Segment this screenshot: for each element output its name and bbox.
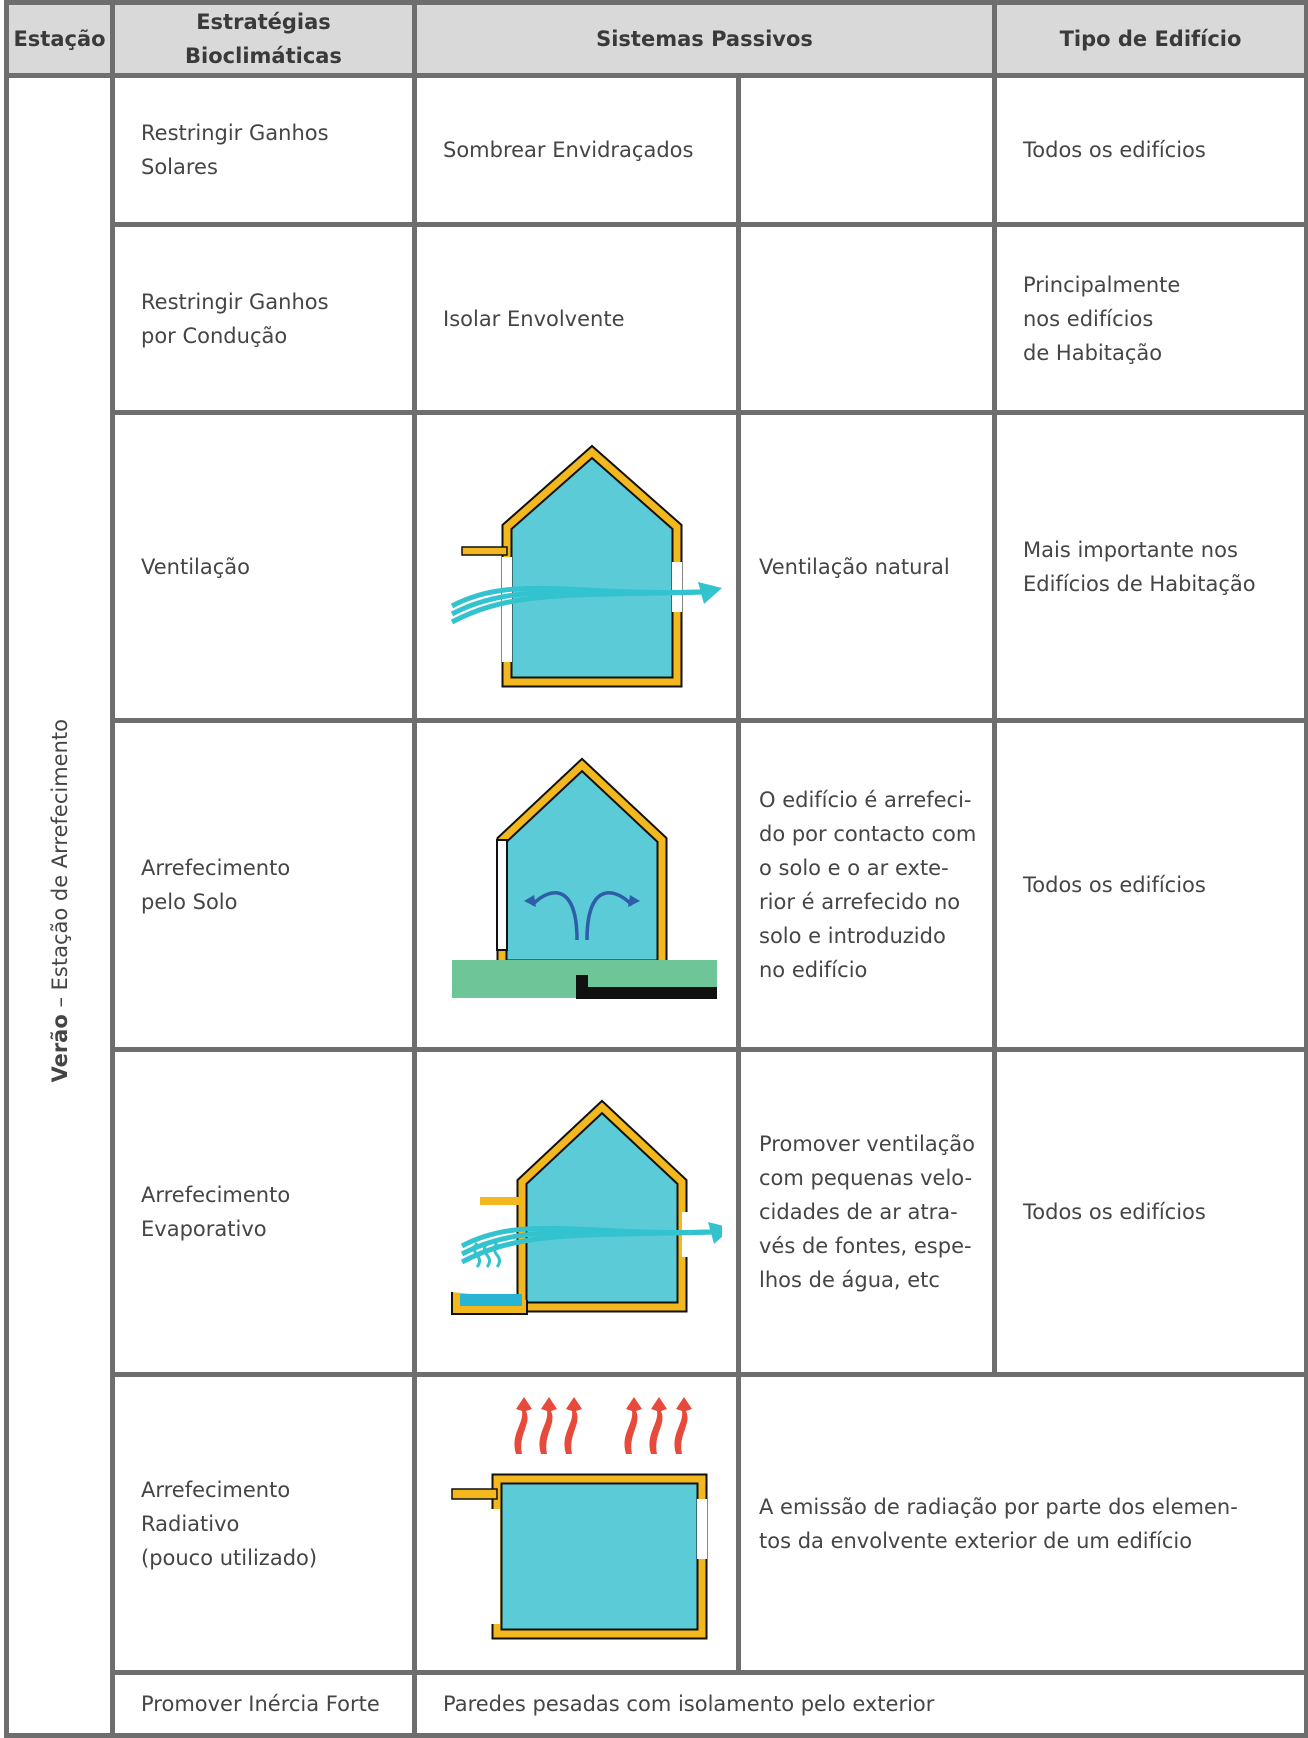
description-cell: Promover ventilação com pequenas velo-cid… [736, 1047, 997, 1377]
system-cell: Isolar Envolvente [412, 222, 741, 415]
text-line: solo e introduzido [759, 924, 946, 948]
description-cell: A emissão de radiação por parte dos elem… [736, 1372, 1308, 1675]
text-line: por Condução [141, 323, 288, 348]
strategy-cell: Restringir Ganhos Solares [110, 73, 417, 227]
table-row: Arrefecimento pelo Solo O edifício é arref… [7, 718, 1308, 1052]
text-line: Arrefecimento [141, 1477, 291, 1502]
text-line: de Habitação [1023, 340, 1163, 365]
building-type-cell: Mais importante nos Edifícios de Habitaçã… [992, 410, 1308, 723]
table-row: Restringir Ganhos por Condução Isolar Envo… [7, 222, 1308, 415]
table-row: Promover Inércia Forte Paredes pesadas co… [7, 1670, 1308, 1738]
building-type-cell: Todos os edifícios [992, 1047, 1308, 1377]
table-row: Verão – Estação de Arrefecimento Restring… [4, 73, 1308, 1738]
strategy-cell: Promover Inércia Forte [110, 1670, 417, 1738]
text-line: Restringir Ganhos [141, 289, 329, 314]
text-line: Restringir Ganhos [141, 121, 329, 145]
text-line: Promover ventilação [759, 1132, 975, 1156]
strategy-cell: Arrefecimento pelo Solo [110, 718, 417, 1052]
header-cell: Sistemas Passivos [412, 0, 997, 78]
text-line: com pequenas velo- [759, 1166, 973, 1190]
building-type-cell: Todos os edifícios [992, 73, 1308, 227]
building-type-cell: Principalmente nos edifícios de Habitação [992, 222, 1308, 415]
text-line: do por contacto com [759, 822, 977, 846]
system-cell: Paredes pesadas com isolamento pelo exte… [412, 1670, 1308, 1738]
strategy-cell: Arrefecimento Radiativo (pouco utilizado) [110, 1372, 417, 1675]
building-type-cell: Todos os edifícios [992, 718, 1308, 1052]
text-line: no edifício [759, 958, 868, 982]
text-line: vés de fontes, espe- [759, 1234, 972, 1258]
season-bold: Verão [47, 1013, 72, 1083]
strategy-cell: Restringir Ganhos por Condução [110, 222, 417, 415]
system-cell: Sombrear Envidraçados [412, 73, 741, 227]
text-line: Arrefecimento [141, 856, 291, 880]
text-line: O edifício é arrefeci- [759, 788, 972, 812]
table-row: Arrefecimento Radiativo (pouco utilizado) A… [7, 1372, 1308, 1675]
text-line: o solo e o ar exte- [759, 856, 949, 880]
text-line: Arrefecimento [141, 1183, 291, 1207]
season-label: Verão – Estação de Arrefecimento [43, 719, 77, 1083]
header-row: Estação Estratégias Bioclimáticas Sistem… [4, 0, 1308, 78]
text-line: cidades de ar atra- [759, 1200, 958, 1224]
text-line: Solares [141, 155, 218, 179]
text-line: nos edifícios [1023, 306, 1154, 331]
image-cell [412, 718, 741, 1052]
header-cell: Estratégias Bioclimáticas [110, 0, 417, 78]
table-row: Arrefecimento Evaporativo Promover ventila… [7, 1047, 1308, 1377]
text-line: Principalmente [1023, 272, 1181, 297]
text-line: rior é arrefecido no [759, 890, 961, 914]
text-line: Mais importante nos [1023, 537, 1238, 562]
text-line: (pouco utilizado) [141, 1545, 318, 1570]
description-cell [736, 222, 997, 415]
text-line: tos da envolvente exterior de um edifíci… [759, 1528, 1193, 1553]
strategy-cell: Ventilação [110, 410, 417, 723]
description-cell [736, 73, 997, 227]
table-row: Ventilação Ventilação natural Mais importa… [7, 410, 1308, 723]
header-cell: Tipo de Edifício [992, 0, 1308, 78]
strategy-cell: Arrefecimento Evaporativo [110, 1047, 417, 1377]
text-line: Edifícios de Habitação [1023, 571, 1256, 596]
text-line: Evaporativo [141, 1217, 267, 1241]
image-cell [412, 1047, 741, 1377]
season-cell: Verão – Estação de Arrefecimento [4, 73, 115, 1738]
description-cell: O edifício é arrefeci-do por contacto co… [736, 718, 997, 1052]
header-cell: Estação [4, 0, 115, 78]
description-cell: Ventilação natural [736, 410, 997, 723]
text-line: A emissão de radiação por parte dos elem… [759, 1494, 1238, 1519]
image-cell [412, 1372, 741, 1675]
text-line: lhos de água, etc [759, 1268, 940, 1292]
text-line: Radiativo [141, 1511, 240, 1536]
season-rest: – Estação de Arrefecimento [47, 718, 72, 1014]
text-line: pelo Solo [141, 890, 238, 914]
strategy-table: Estação Estratégias Bioclimáticas Sistem… [4, 0, 1308, 1738]
image-cell [412, 410, 741, 723]
